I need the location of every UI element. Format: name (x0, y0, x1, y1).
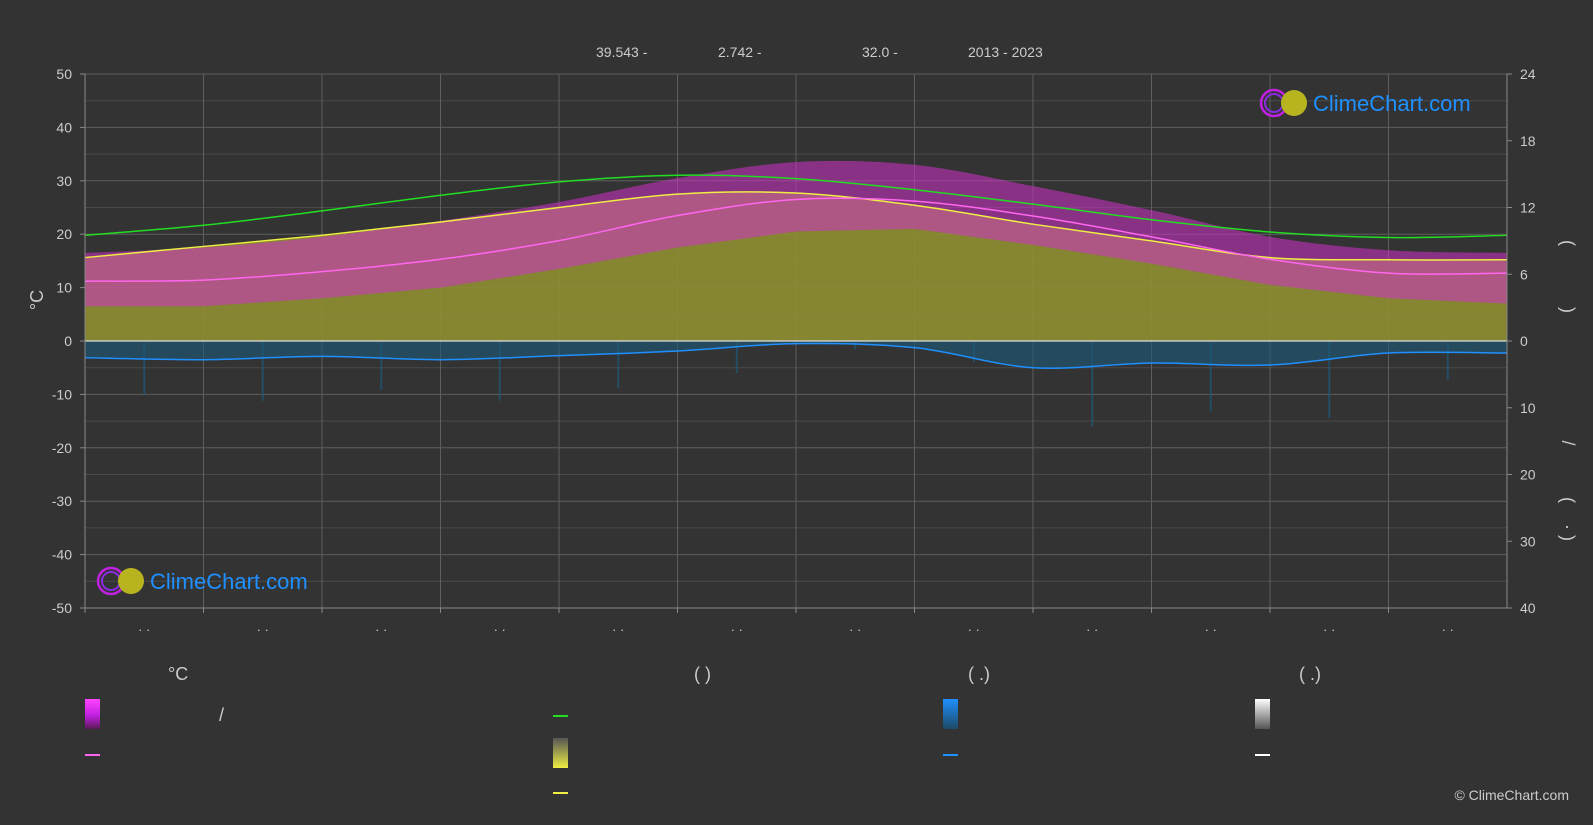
x-month-label: · · (849, 622, 861, 637)
fill-areas (85, 160, 1507, 427)
legend-snow-swatch (1255, 699, 1270, 729)
rain-area (85, 341, 1507, 369)
elevation-label: 32.0 - (862, 44, 898, 60)
y-axis-title: °C (27, 290, 47, 310)
x-month-label: · · (494, 622, 506, 637)
sunshine-line (84, 191, 1508, 261)
years-label: 2013 - 2023 (968, 44, 1043, 60)
x-month-label: · · (968, 622, 980, 637)
y-right-hours-tick-label: 0 (1520, 333, 1528, 349)
y-left-tick-label: 50 (56, 66, 72, 82)
legend-rain-swatch (943, 699, 958, 729)
logo-bottom: ClimeChart.com (96, 566, 308, 596)
axes: 50 40 30 20 10 0 -10 -20 -30 -40 -50 24 18 12 6 0 10 20 30… (52, 66, 1578, 637)
legend-rain-heading: ( .) (968, 664, 990, 684)
y-left-tick-label: 0 (64, 333, 72, 349)
x-month-label: · · (138, 622, 150, 637)
legend-mean-temp-swatch (85, 754, 100, 756)
mean-temperature-line (84, 197, 1508, 282)
logo-text-top: ClimeChart.com (1313, 91, 1471, 116)
copyright: © ClimeChart.com (1454, 787, 1569, 803)
y-left-tick-label: 40 (56, 119, 72, 135)
y-right-axis-title-glyph: / (1558, 440, 1578, 445)
x-month-label: · · (375, 622, 387, 637)
x-month-label: · · (1323, 622, 1335, 637)
legend-temp-range-swatch (85, 699, 100, 729)
legend-sun-heading: ( ) (694, 664, 711, 684)
x-month-label: · · (612, 622, 624, 637)
legend-temp-range-label: / (219, 705, 225, 725)
legend-sunshine-mean-swatch (553, 792, 568, 794)
y-right-precip-tick-label: 30 (1520, 533, 1536, 549)
y-left-tick-label: -40 (52, 547, 72, 563)
legend-sunshine-swatch (553, 738, 568, 768)
y-right-hours-tick-label: 18 (1520, 133, 1536, 149)
y-left-tick-label: 20 (56, 226, 72, 242)
y-left-tick-label: 10 (56, 280, 72, 296)
logo-sun-icon (1281, 90, 1307, 116)
y-right-precip-tick-label: 10 (1520, 400, 1536, 416)
y-right-axis-title-glyph: · (1558, 524, 1578, 530)
y-left-tick-label: -30 (52, 493, 72, 509)
y-right-axis-title-glyph: ( (1558, 497, 1578, 503)
y-right-precip-tick-label: 40 (1520, 600, 1536, 616)
x-month-label: · · (1205, 622, 1217, 637)
x-month-label: · · (731, 622, 743, 637)
x-month-label: · · (257, 622, 269, 637)
y-right-hours-tick-label: 12 (1520, 200, 1536, 216)
rain-line (84, 342, 1508, 370)
y-right-hours-tick-label: 6 (1520, 266, 1528, 282)
logo-top: ClimeChart.com (1259, 88, 1471, 118)
daylight-line (84, 174, 1508, 239)
longitude-label: 2.742 - (718, 44, 762, 60)
logo-inner-ring-icon (1264, 93, 1284, 113)
legend-snow-heading: ( .) (1299, 664, 1321, 684)
y-left-tick-label: 30 (56, 173, 72, 189)
x-month-label: · · (1442, 622, 1454, 637)
y-right-axis-title-glyph: ( (1558, 240, 1578, 246)
y-right-precip-tick-label: 20 (1520, 467, 1536, 483)
legend-rain-mean-swatch (943, 754, 958, 756)
latitude-label: 39.543 - (596, 44, 648, 60)
logo-sun-icon (118, 568, 144, 594)
logo-text-bottom: ClimeChart.com (150, 569, 308, 594)
y-left-tick-label: -20 (52, 440, 72, 456)
legend-temperature-heading: °C (168, 664, 189, 684)
y-left-tick-label: -10 (52, 386, 72, 402)
series-lines (84, 174, 1508, 370)
legend-snow-mean-swatch (1255, 754, 1270, 756)
temperature-range-area (85, 160, 1507, 307)
y-right-hours-tick-label: 24 (1520, 66, 1536, 82)
x-month-label: · · (1086, 622, 1098, 637)
legend-daylight-swatch (553, 715, 568, 717)
y-right-axis-title-glyph: ) (1558, 307, 1578, 313)
y-left-tick-label: -50 (52, 600, 72, 616)
y-right-axis-title-glyph: ) (1558, 535, 1578, 541)
